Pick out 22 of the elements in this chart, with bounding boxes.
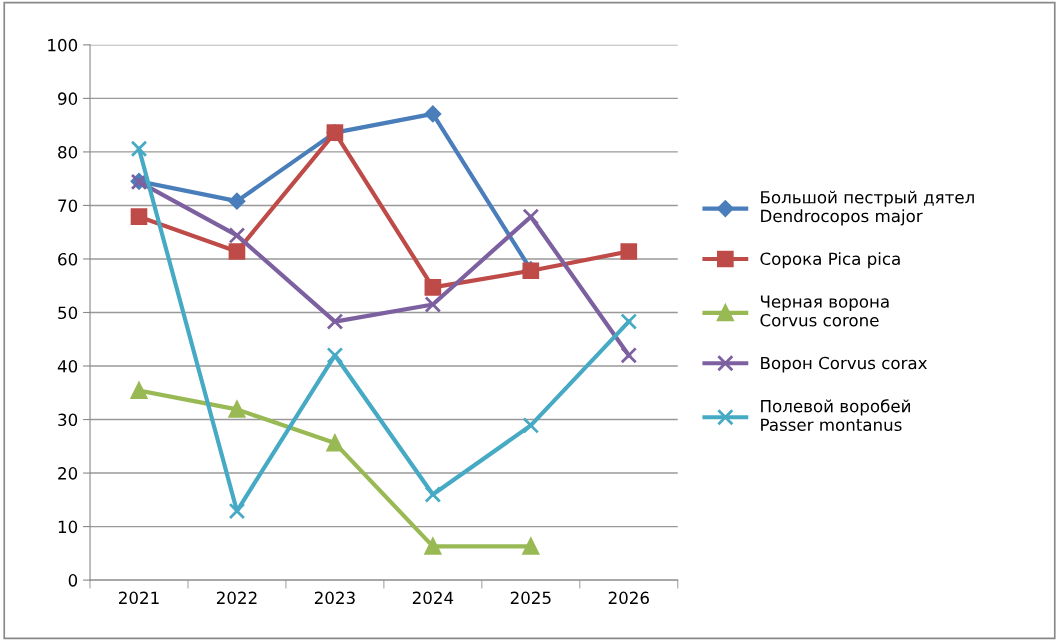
x-tick-label: 2023 [314,591,355,605]
y-tick-label: 20 [58,467,78,480]
y-tick-label: 40 [57,359,78,373]
x-tick-label: 2025 [510,591,551,605]
y-tick-label: 80 [58,145,78,159]
legend-label: Ворон Corvus corax [761,356,927,373]
legend-label: Полевой воробей Passer montanus [761,399,910,432]
y-tick-label: 0 [68,574,78,587]
y-tick-label: 100 [48,38,78,52]
y-tick-label: 30 [58,413,78,427]
y-tick-label: 50 [58,306,78,320]
legend-label: Сорока Pica pica [760,252,900,269]
x-tick-label: 2024 [412,591,454,605]
y-tick-label: 60 [58,252,78,266]
y-tick-label: 70 [58,199,78,213]
x-tick-label: 2026 [608,591,649,605]
legend-label: Большой пестрый дятел Dendrocopos major [761,190,974,226]
y-tick-label: 10 [58,520,78,534]
x-tick-label: 2021 [119,591,159,605]
x-tick-label: 2022 [216,591,257,605]
legend-label: Черная ворона Corvus corone [760,295,889,327]
y-tick-label: 90 [58,92,78,105]
